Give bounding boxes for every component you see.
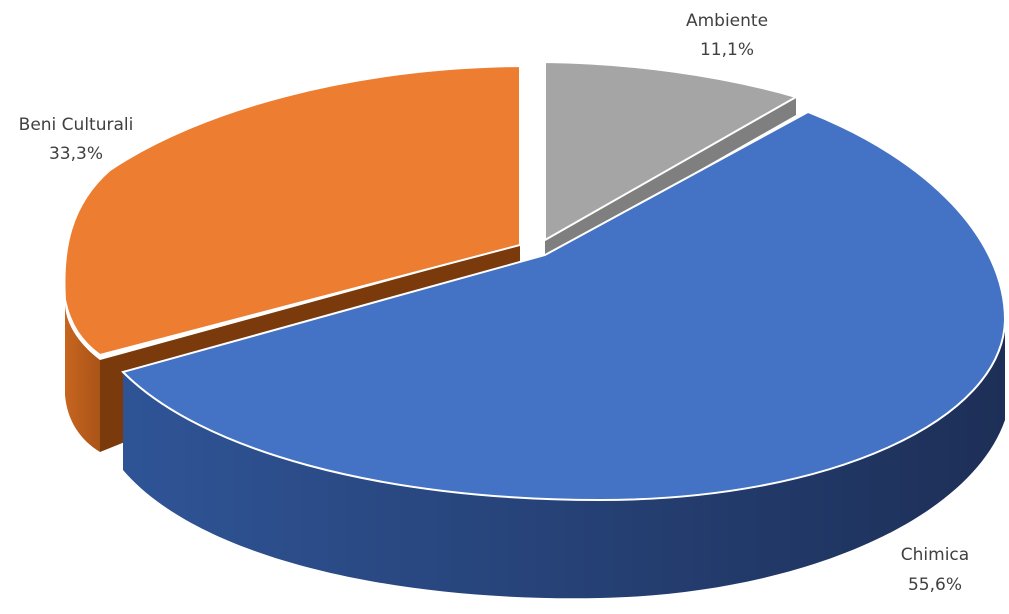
label-ambiente-name: Ambiente — [686, 11, 768, 31]
label-chimica: Chimica 55,6% — [901, 545, 969, 595]
slice-ambiente-top — [544, 60, 799, 242]
label-beni-culturali: Beni Culturali 33,3% — [19, 115, 134, 164]
slice-beni-culturali-side — [65, 305, 100, 452]
slice-beni-culturali-top — [63, 64, 521, 357]
label-chimica-name: Chimica — [901, 545, 969, 565]
label-ambiente: Ambiente 11,1% — [686, 11, 768, 60]
slice-ambiente — [544, 60, 799, 258]
slice-ambiente-wall — [545, 97, 796, 258]
slice-chimica-top — [121, 110, 1007, 502]
label-ambiente-value: 11,1% — [700, 40, 754, 60]
slice-chimica — [121, 110, 1007, 599]
label-chimica-value: 55,6% — [908, 575, 962, 595]
label-beni-culturali-value: 33,3% — [49, 144, 103, 164]
label-beni-culturali-name: Beni Culturali — [19, 115, 134, 135]
slice-chimica-side — [123, 322, 1005, 599]
